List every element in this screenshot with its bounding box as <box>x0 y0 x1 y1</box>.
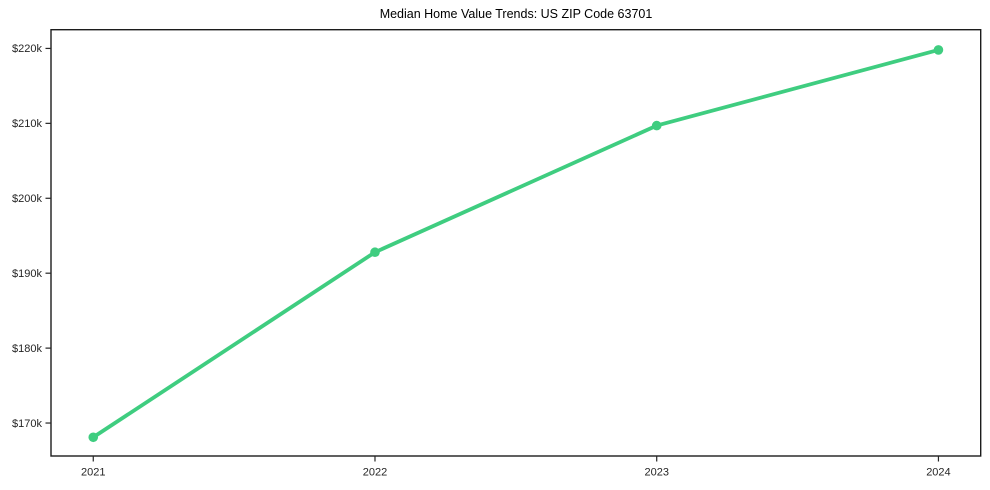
x-tick-label: 2024 <box>926 467 950 479</box>
y-axis-ticks: $170k $180k $190k $200k $210k $220k <box>12 43 51 430</box>
data-point-marker <box>370 247 380 258</box>
x-tick-label: 2022 <box>363 467 387 479</box>
data-point-marker <box>88 432 99 443</box>
plot-border <box>50 29 982 457</box>
data-point-marker <box>933 45 944 55</box>
data-point-marker <box>651 120 662 131</box>
series-layer <box>88 45 944 443</box>
y-tick-label: $170k <box>12 418 42 430</box>
x-axis-ticks: 2021 2022 2023 2024 <box>81 456 951 479</box>
y-tick-label: $210k <box>12 118 42 130</box>
y-tick-label: $180k <box>12 343 42 355</box>
y-tick-label: $220k <box>12 43 42 55</box>
chart-title: Median Home Value Trends: US ZIP Code 63… <box>380 7 653 21</box>
trend-line <box>91 48 941 440</box>
y-tick-label: $190k <box>12 268 42 280</box>
y-tick-label: $200k <box>12 193 42 205</box>
x-tick-label: 2021 <box>81 467 105 479</box>
x-tick-label: 2023 <box>644 467 668 479</box>
